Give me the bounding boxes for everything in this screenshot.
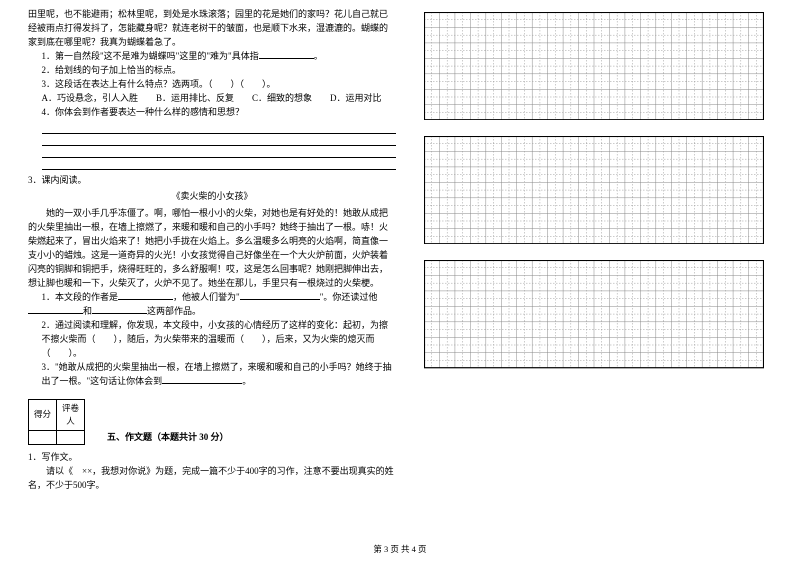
score-header-1: 得分	[29, 399, 57, 430]
q3-1-a: 1．本文段的作者是	[42, 292, 119, 302]
blank-fill[interactable]	[240, 292, 320, 300]
question-3-1-cont: 和 这两部作品。	[28, 305, 396, 319]
writing-grid-1[interactable]	[424, 12, 764, 120]
story-body: 她的一双小手几乎冻僵了。啊，哪怕一根小小的火柴，对她也是有好处的！她敢从成把的火…	[28, 207, 396, 291]
q3-1-b: ，他被人们誉为"	[173, 292, 240, 302]
page-footer: 第 3 页 共 4 页	[0, 543, 800, 555]
story-title: 《卖火柴的小女孩》	[28, 190, 396, 204]
question-1-3-options: A．巧设悬念，引人入胜 B．运用排比、反复 C．细致的想象 D．运用对比	[28, 92, 396, 106]
answer-line[interactable]	[42, 134, 397, 146]
q3-1-e: 这两部作品。	[147, 306, 201, 316]
question-1-3: 3．这段话在表达上有什么特点？选两项。（ ）（ ）。	[28, 78, 396, 92]
score-table: 得分 评卷人	[28, 399, 85, 445]
section-5-header-row: 得分 评卷人 五、作文题（本题共计 30 分）	[28, 399, 396, 445]
q1-1-text: 1．第一自然段"这不是难为蝴蝶吗"这里的"难为"具体指	[42, 51, 259, 61]
question-1-4: 4．你体会到作者要表达一种什么样的感情和思想？	[28, 106, 396, 120]
blank-fill[interactable]	[162, 376, 242, 384]
right-column	[424, 8, 764, 493]
zuowen-label: 1．写作文。	[28, 451, 396, 465]
blank-fill[interactable]	[28, 306, 83, 314]
blank-fill[interactable]	[92, 306, 147, 314]
section-3-label: 3．课内阅读。	[28, 174, 396, 188]
answer-line[interactable]	[42, 122, 397, 134]
zuowen-body: 请以《 ××，我想对你说》为题，完成一篇不少于400字的习作，注意不要出现真实的…	[28, 465, 396, 493]
answer-line[interactable]	[42, 158, 397, 170]
section-5-heading: 五、作文题（本题共计 30 分）	[107, 431, 229, 445]
score-cell[interactable]	[29, 430, 57, 444]
blank-fill[interactable]	[118, 292, 173, 300]
answer-line[interactable]	[42, 146, 397, 158]
left-column: 田里呢，也不能避雨；松林里呢，到处是水珠滚落；园里的花是她们的家吗？花儿自己就已…	[28, 8, 396, 493]
score-header-2: 评卷人	[57, 399, 85, 430]
question-3-2: 2．通过阅读和理解，你发现，本文段中，小女孩的心情经历了这样的变化：起初，为擦不…	[28, 319, 396, 361]
q3-1-c: "。你还读过他	[320, 292, 378, 302]
question-1-2: 2．给划线的句子加上恰当的标点。	[28, 64, 396, 78]
question-1-1: 1．第一自然段"这不是难为蝴蝶吗"这里的"难为"具体指。	[28, 50, 396, 64]
q3-1-d: 和	[83, 306, 92, 316]
grader-cell[interactable]	[57, 430, 85, 444]
question-3-3: 3．"她敢从成把的火柴里抽出一根，在墙上擦燃了，来暖和暖和自己的小手吗？她终于抽…	[28, 361, 396, 389]
passage-intro: 田里呢，也不能避雨；松林里呢，到处是水珠滚落；园里的花是她们的家吗？花儿自己就已…	[28, 8, 396, 50]
blank-fill[interactable]	[259, 51, 314, 59]
writing-grid-2[interactable]	[424, 136, 764, 244]
question-3-1: 1．本文段的作者是 ，他被人们誉为" "。你还读过他	[28, 291, 396, 305]
writing-grid-3[interactable]	[424, 260, 764, 368]
